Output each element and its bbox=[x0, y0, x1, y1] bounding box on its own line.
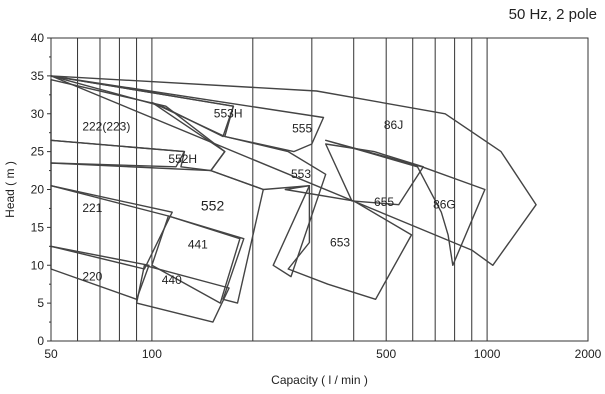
plot-frame bbox=[50, 37, 589, 342]
region-label: 653 bbox=[330, 235, 350, 249]
x-tick-label: 100 bbox=[142, 347, 162, 361]
region-label: 86G bbox=[433, 197, 456, 211]
region-label: 553H bbox=[214, 107, 243, 121]
region-label: 441 bbox=[188, 238, 208, 252]
region-label: 440 bbox=[162, 273, 182, 287]
region-label: 222(223) bbox=[82, 119, 130, 133]
y-axis: 0 5 10 15 20 25 30 35 40 bbox=[31, 31, 51, 348]
region-221-outline bbox=[50, 184, 173, 270]
x-axis-title: Capacity ( l / min ) bbox=[271, 373, 368, 387]
x-tick-label: 500 bbox=[376, 347, 396, 361]
region-552h-outline bbox=[50, 139, 186, 168]
region-label: 555 bbox=[292, 122, 312, 136]
regions: 220 440 221 441 552 552H 222(223) 553H 553 555 653… bbox=[50, 75, 537, 323]
y-tick-label: 40 bbox=[31, 31, 45, 45]
region-440-outline bbox=[135, 264, 230, 323]
region-655-outline bbox=[325, 143, 424, 206]
y-tick-label: 35 bbox=[31, 69, 45, 83]
region-label: 220 bbox=[82, 269, 102, 283]
grid bbox=[77, 38, 488, 341]
y-tick-label: 15 bbox=[31, 220, 45, 234]
y-tick-label: 25 bbox=[31, 145, 45, 159]
y-tick-label: 20 bbox=[31, 183, 45, 197]
y-tick-label: 30 bbox=[31, 107, 45, 121]
region-553-outline bbox=[151, 101, 327, 278]
region-label: 221 bbox=[82, 201, 102, 215]
chart-title: 50 Hz, 2 pole bbox=[509, 6, 597, 23]
region-441-outline bbox=[151, 215, 241, 304]
y-tick-label: 0 bbox=[37, 334, 44, 348]
region-label: 552H bbox=[168, 152, 197, 166]
x-axis: 50 100 500 1000 2000 bbox=[44, 347, 601, 361]
x-tick-label: 2000 bbox=[575, 347, 602, 361]
region-label: 553 bbox=[291, 167, 311, 181]
region-555-outline bbox=[50, 75, 325, 153]
region-label: 86J bbox=[384, 118, 403, 132]
y-tick-label: 10 bbox=[31, 258, 45, 272]
region-label: 655 bbox=[374, 195, 394, 209]
region-label: 552 bbox=[201, 198, 225, 214]
region-86g-outline bbox=[325, 139, 486, 266]
x-tick-label: 1000 bbox=[474, 347, 501, 361]
x-tick-label: 50 bbox=[44, 347, 58, 361]
y-axis-title: Head ( m ) bbox=[3, 161, 17, 218]
y-tick-label: 5 bbox=[37, 296, 44, 310]
region-86j-outline bbox=[50, 75, 537, 266]
region-653-outline bbox=[284, 184, 413, 300]
